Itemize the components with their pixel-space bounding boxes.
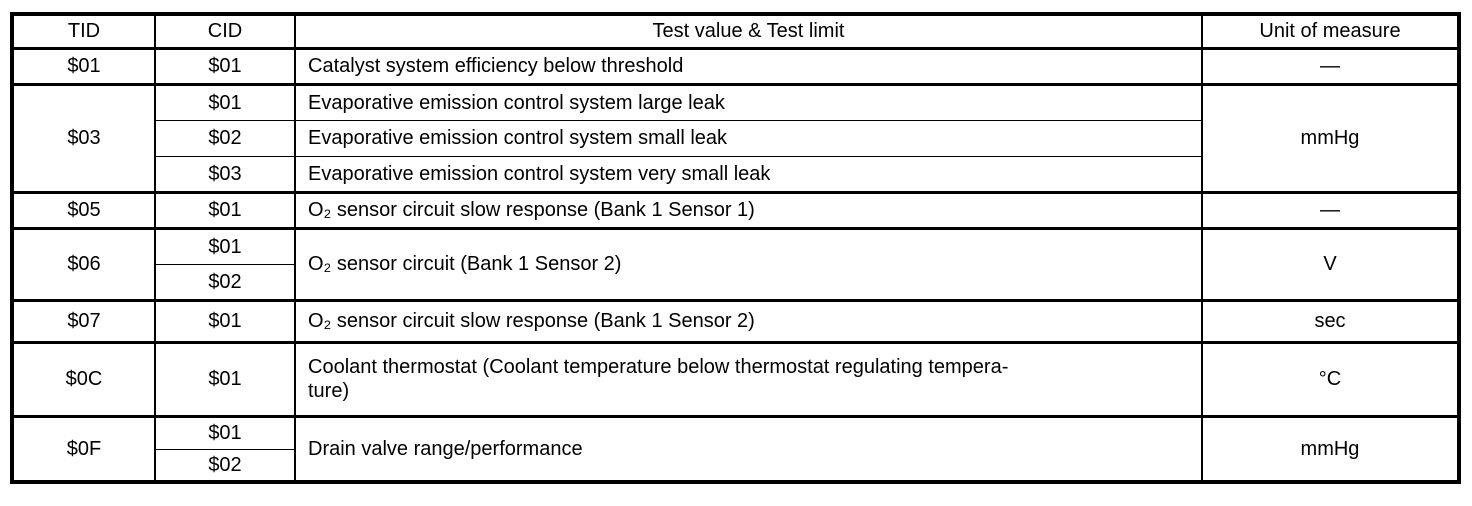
table-row: $02	[12, 448, 1459, 482]
table-row: $0C $01 Coolant thermostat (Coolant temp…	[11, 340, 1460, 416]
cid-cell: $01	[154, 298, 296, 342]
tid-cell: $0C	[11, 340, 156, 416]
tid-cell: $06	[11, 226, 156, 300]
test-value-cell: Evaporative emission control system larg…	[294, 82, 1203, 120]
table-row: $0F $01 Drain valve range/performance mm…	[11, 414, 1460, 482]
tid-cell: $01	[11, 46, 156, 84]
test-value-cell: Catalyst system efficiency below thresho…	[294, 46, 1203, 84]
cid-cell: $01	[154, 340, 296, 416]
test-id-table: TID CID Test value & Test limit Unit of …	[10, 12, 1461, 484]
cid-cell: $03	[154, 155, 296, 192]
test-value-cell: Coolant thermostat (Coolant temperature …	[294, 340, 1203, 416]
unit-cell: —	[1201, 190, 1460, 228]
cid-cell: $01	[154, 226, 296, 264]
tid-cell: $03	[11, 82, 156, 192]
test-value-cell: Evaporative emission control system very…	[294, 155, 1203, 192]
table-row: $05 $01 O₂ sensor circuit slow response …	[11, 190, 1460, 228]
table-row: $02	[12, 263, 1459, 300]
test-value-cell: O₂ sensor circuit slow response (Bank 1 …	[294, 298, 1203, 342]
test-value-cell: O₂ sensor circuit slow response (Bank 1 …	[294, 190, 1203, 228]
cid-cell: $01	[154, 414, 296, 449]
table-row: $02 Evaporative emission control system …	[12, 119, 1459, 156]
cid-cell: $02	[154, 119, 296, 156]
table-row: $07 $01 O₂ sensor circuit slow response …	[11, 298, 1460, 342]
header-cid: CID	[154, 14, 296, 48]
header-test-value: Test value & Test limit	[294, 14, 1203, 48]
header-tid: TID	[11, 14, 156, 48]
table-row: $06 $01 O₂ sensor circuit (Bank 1 Sensor…	[11, 226, 1460, 300]
unit-cell: sec	[1201, 298, 1460, 342]
test-value-cell: Drain valve range/performance	[294, 414, 1203, 482]
unit-cell: °C	[1201, 340, 1460, 416]
tid-cell: $0F	[11, 414, 156, 482]
test-value-cell: Evaporative emission control system smal…	[294, 119, 1203, 156]
tid-cell: $05	[11, 190, 156, 228]
cid-cell: $01	[154, 82, 296, 120]
unit-cell: mmHg	[1201, 414, 1460, 482]
cid-cell: $01	[154, 46, 296, 84]
table-row: $01 $01 Catalyst system efficiency below…	[11, 46, 1460, 84]
unit-cell: mmHg	[1201, 82, 1460, 192]
unit-cell: V	[1201, 226, 1460, 300]
cid-cell: $01	[154, 190, 296, 228]
unit-cell: —	[1201, 46, 1460, 84]
test-value-cell: O₂ sensor circuit (Bank 1 Sensor 2)	[294, 226, 1203, 300]
cid-cell: $02	[154, 263, 296, 300]
cid-cell: $02	[154, 448, 296, 482]
header-unit-of-measure: Unit of measure	[1201, 14, 1460, 48]
table-row: $03 Evaporative emission control system …	[12, 155, 1459, 192]
table-row: $03 $01 Evaporative emission control sys…	[11, 82, 1460, 192]
table-header-row: TID CID Test value & Test limit Unit of …	[11, 14, 1460, 48]
tid-cell: $07	[11, 298, 156, 342]
